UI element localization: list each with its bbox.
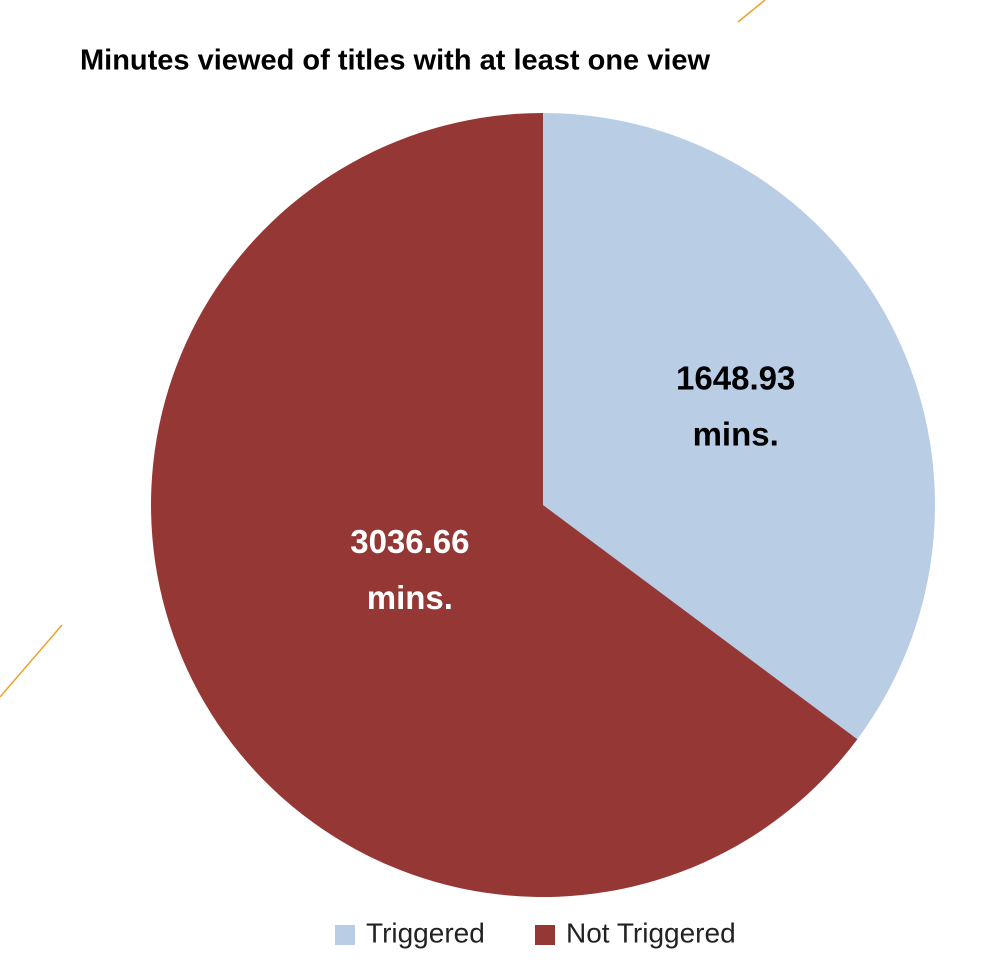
chart-title: Minutes viewed of titles with at least o… bbox=[80, 45, 711, 77]
data-label: 1648.93 mins. bbox=[676, 359, 795, 452]
decor-line bbox=[0, 624, 63, 698]
pie-slice bbox=[150, 113, 858, 898]
data-label: 3036.66 mins. bbox=[350, 523, 469, 616]
legend-label: Not Triggered bbox=[566, 917, 736, 948]
legend-swatch bbox=[535, 925, 555, 945]
legend-label: Triggered bbox=[366, 917, 485, 948]
decor-line bbox=[737, 0, 766, 23]
legend-swatch bbox=[335, 925, 355, 945]
pie-slice bbox=[543, 113, 935, 740]
